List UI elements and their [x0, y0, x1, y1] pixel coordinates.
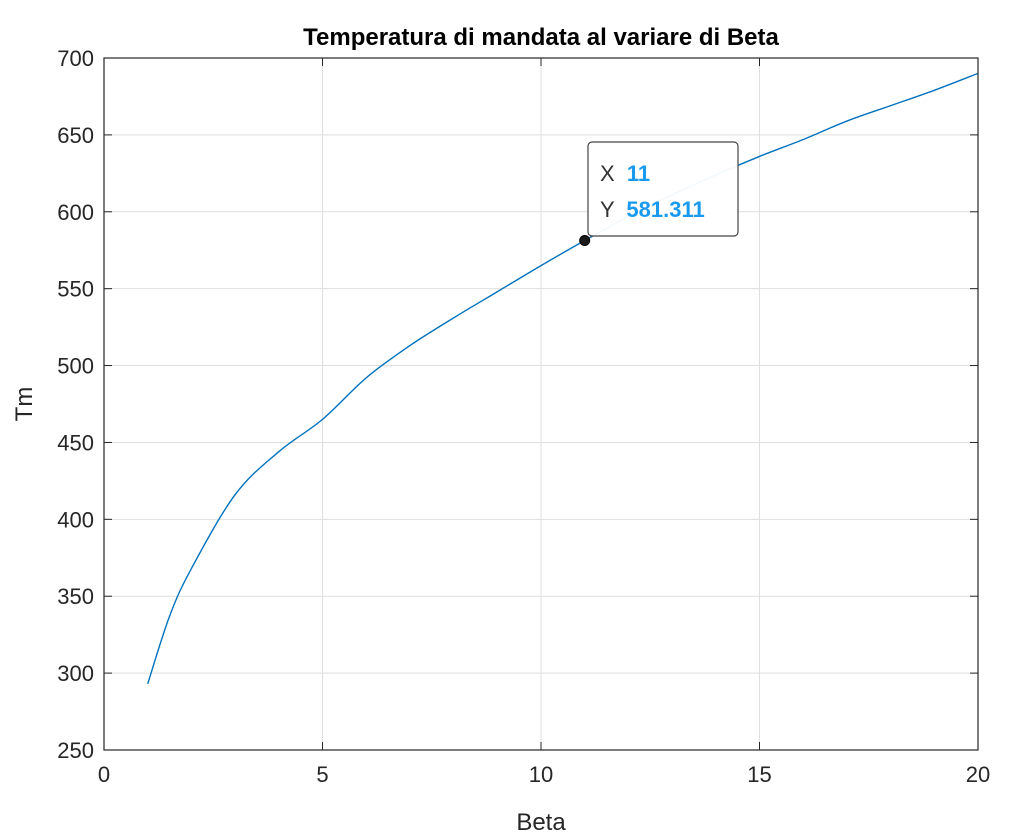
data-tip-x-label: X — [600, 161, 615, 186]
series-line — [147, 72, 979, 685]
grid-lines — [104, 58, 978, 750]
y-axis-label: Tm — [11, 387, 38, 422]
y-tick-label: 700 — [57, 46, 94, 71]
y-tick-label: 500 — [57, 354, 94, 379]
x-tick-label: 5 — [316, 762, 328, 787]
data-tip-y-row: Y 581.311 — [600, 197, 705, 222]
chart-title: Temperatura di mandata al variare di Bet… — [303, 24, 779, 51]
axis-ticks: 0 5 10 15 20 250 300 350 400 450 500 550 600 650 700 — [57, 46, 990, 787]
data-tip-box — [587, 141, 739, 237]
x-tick-label: 0 — [98, 762, 110, 787]
y-tick-label: 300 — [57, 661, 94, 686]
y-tick-label: 600 — [57, 200, 94, 225]
data-tip-y-value: 581.311 — [626, 197, 704, 222]
y-tick-label: 250 — [57, 738, 94, 763]
y-tick-label: 350 — [57, 584, 94, 609]
data-tip-marker[interactable] — [579, 235, 591, 247]
data-tip-y-label: Y — [600, 197, 615, 222]
x-tick-label: 20 — [966, 762, 990, 787]
data-tip[interactable]: X 11 Y 581.311 — [579, 141, 739, 247]
y-tick-label: 450 — [57, 430, 94, 455]
x-tick-label: 10 — [529, 762, 553, 787]
y-tick-label: 650 — [57, 123, 94, 148]
data-tip-x-row: X 11 — [600, 161, 650, 186]
y-tick-label: 550 — [57, 277, 94, 302]
x-tick-label: 15 — [747, 762, 771, 787]
x-axis-label: Beta — [516, 809, 566, 836]
data-tip-x-value: 11 — [627, 161, 650, 186]
y-tick-label: 400 — [57, 507, 94, 532]
